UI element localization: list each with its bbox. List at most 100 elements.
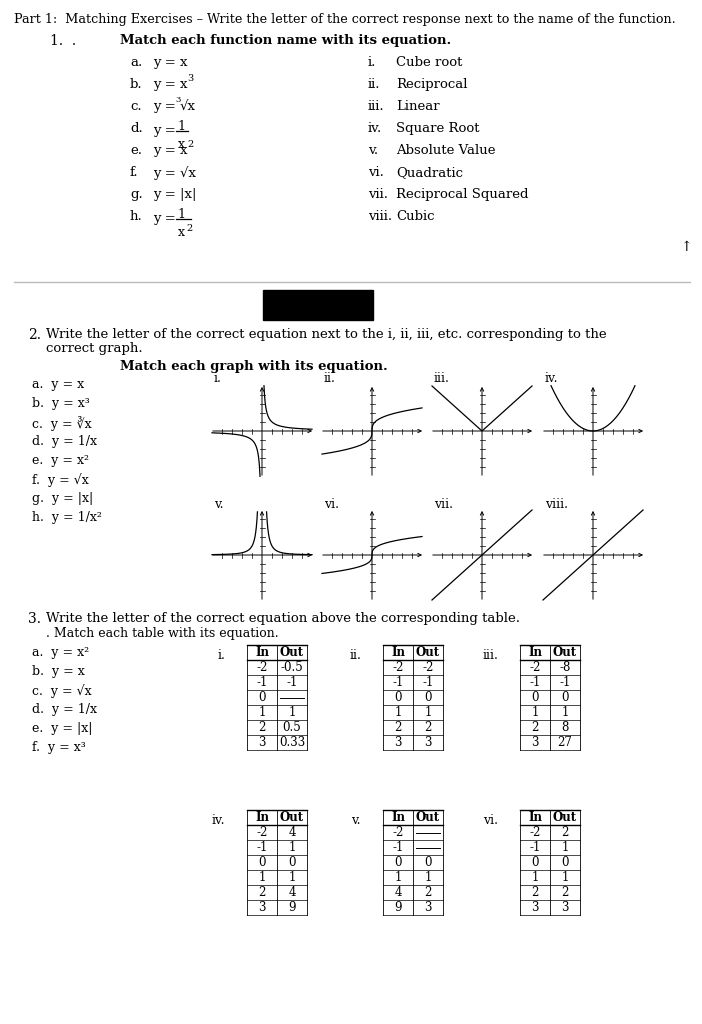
Text: 3.: 3. bbox=[28, 612, 41, 626]
Text: 3: 3 bbox=[424, 736, 432, 749]
Text: 1: 1 bbox=[258, 706, 265, 719]
Text: 1: 1 bbox=[177, 208, 185, 221]
Text: 1: 1 bbox=[289, 841, 296, 854]
Text: y =: y = bbox=[153, 212, 176, 225]
Text: h.: h. bbox=[130, 210, 143, 223]
Text: 3: 3 bbox=[187, 74, 193, 83]
Text: In: In bbox=[255, 811, 269, 824]
Text: √x: √x bbox=[180, 100, 196, 113]
Text: h.  y = 1/x²: h. y = 1/x² bbox=[32, 511, 102, 524]
Text: i.: i. bbox=[214, 372, 222, 385]
Text: ii.: ii. bbox=[368, 78, 380, 91]
Text: correct graph.: correct graph. bbox=[46, 342, 143, 355]
Text: Linear: Linear bbox=[396, 100, 439, 113]
Text: 4: 4 bbox=[289, 826, 296, 839]
Text: a.  y = x: a. y = x bbox=[32, 378, 84, 391]
Text: -1: -1 bbox=[529, 676, 541, 689]
Text: vi.: vi. bbox=[324, 498, 339, 511]
Text: i.: i. bbox=[217, 649, 225, 662]
Text: In: In bbox=[391, 646, 405, 659]
Text: y = √x: y = √x bbox=[153, 166, 196, 180]
Text: Quadratic: Quadratic bbox=[396, 166, 463, 179]
Text: 0: 0 bbox=[395, 856, 402, 869]
Text: 0: 0 bbox=[531, 691, 538, 705]
Text: ii.: ii. bbox=[324, 372, 336, 385]
Text: iii.: iii. bbox=[434, 372, 450, 385]
Text: Cubic: Cubic bbox=[396, 210, 435, 223]
Text: In: In bbox=[255, 646, 269, 659]
Text: 27: 27 bbox=[557, 736, 572, 749]
Text: 3: 3 bbox=[424, 901, 432, 914]
Text: -0.5: -0.5 bbox=[281, 662, 303, 674]
Text: 1: 1 bbox=[395, 706, 402, 719]
Text: c.: c. bbox=[130, 100, 142, 113]
Text: 4: 4 bbox=[395, 886, 402, 899]
Text: y = x: y = x bbox=[153, 56, 187, 69]
Bar bbox=[263, 290, 373, 319]
Text: -2: -2 bbox=[256, 662, 267, 674]
Text: iv.: iv. bbox=[368, 122, 383, 135]
Text: -2: -2 bbox=[423, 662, 434, 674]
Text: 2: 2 bbox=[258, 721, 265, 734]
Text: 2: 2 bbox=[562, 886, 569, 899]
Text: 3: 3 bbox=[531, 901, 538, 914]
Text: v.: v. bbox=[368, 144, 378, 157]
Text: 9: 9 bbox=[289, 901, 296, 914]
Text: 0: 0 bbox=[424, 856, 432, 869]
Text: y = |x|: y = |x| bbox=[153, 188, 197, 201]
Text: f.: f. bbox=[130, 166, 138, 179]
Text: -2: -2 bbox=[392, 662, 404, 674]
Text: 0: 0 bbox=[258, 856, 266, 869]
Text: In: In bbox=[391, 811, 405, 824]
Text: 3: 3 bbox=[395, 736, 402, 749]
Text: vii.: vii. bbox=[434, 498, 453, 511]
Text: Absolute Value: Absolute Value bbox=[396, 144, 496, 157]
Text: 1.  .: 1. . bbox=[50, 34, 76, 48]
Text: iv.: iv. bbox=[211, 814, 225, 827]
Text: 1: 1 bbox=[177, 120, 185, 133]
Text: 0: 0 bbox=[531, 856, 538, 869]
Text: 2: 2 bbox=[186, 224, 192, 233]
Text: 1: 1 bbox=[562, 871, 569, 884]
Text: e.  y = |x|: e. y = |x| bbox=[32, 722, 93, 735]
Text: x: x bbox=[178, 138, 185, 151]
Text: Cube root: Cube root bbox=[396, 56, 463, 69]
Text: 4: 4 bbox=[289, 886, 296, 899]
Text: g.  y = |x|: g. y = |x| bbox=[32, 492, 93, 505]
Text: Write the letter of the correct equation next to the i, ii, iii, etc. correspond: Write the letter of the correct equation… bbox=[46, 328, 607, 341]
Text: ii.: ii. bbox=[349, 649, 361, 662]
Text: 2: 2 bbox=[531, 886, 538, 899]
Text: 0: 0 bbox=[562, 856, 569, 869]
Text: Write the letter of the correct equation above the corresponding table.: Write the letter of the correct equation… bbox=[46, 612, 520, 625]
Text: -1: -1 bbox=[392, 676, 404, 689]
Text: Match each function name with its equation.: Match each function name with its equati… bbox=[120, 34, 451, 47]
Text: ↑: ↑ bbox=[680, 240, 691, 254]
Text: y =: y = bbox=[153, 100, 176, 113]
Text: 3: 3 bbox=[258, 901, 266, 914]
Text: -1: -1 bbox=[529, 841, 541, 854]
Text: iii.: iii. bbox=[482, 649, 498, 662]
Text: 2.: 2. bbox=[28, 328, 41, 342]
Text: 3: 3 bbox=[562, 901, 569, 914]
Text: Out: Out bbox=[553, 811, 577, 824]
Text: 2: 2 bbox=[562, 826, 569, 839]
Text: d.: d. bbox=[130, 122, 143, 135]
Text: In: In bbox=[528, 811, 542, 824]
Text: i.: i. bbox=[368, 56, 376, 69]
Text: a.: a. bbox=[130, 56, 143, 69]
Text: vii.: vii. bbox=[368, 188, 388, 201]
Text: -1: -1 bbox=[286, 676, 298, 689]
Text: b.: b. bbox=[130, 78, 143, 91]
Text: Part 1:  Matching Exercises – Write the letter of the correct response next to t: Part 1: Matching Exercises – Write the l… bbox=[14, 13, 676, 26]
Text: 1: 1 bbox=[395, 871, 402, 884]
Text: 3: 3 bbox=[175, 96, 180, 104]
Text: 2: 2 bbox=[258, 886, 265, 899]
Text: Out: Out bbox=[280, 811, 304, 824]
Text: 1: 1 bbox=[258, 871, 265, 884]
Text: x: x bbox=[178, 226, 185, 239]
Text: In: In bbox=[528, 646, 542, 659]
Text: f.  y = √x: f. y = √x bbox=[32, 473, 88, 486]
Text: f.  y = x³: f. y = x³ bbox=[32, 741, 86, 754]
Text: c.  y = √x: c. y = √x bbox=[32, 684, 92, 697]
Text: -1: -1 bbox=[256, 676, 267, 689]
